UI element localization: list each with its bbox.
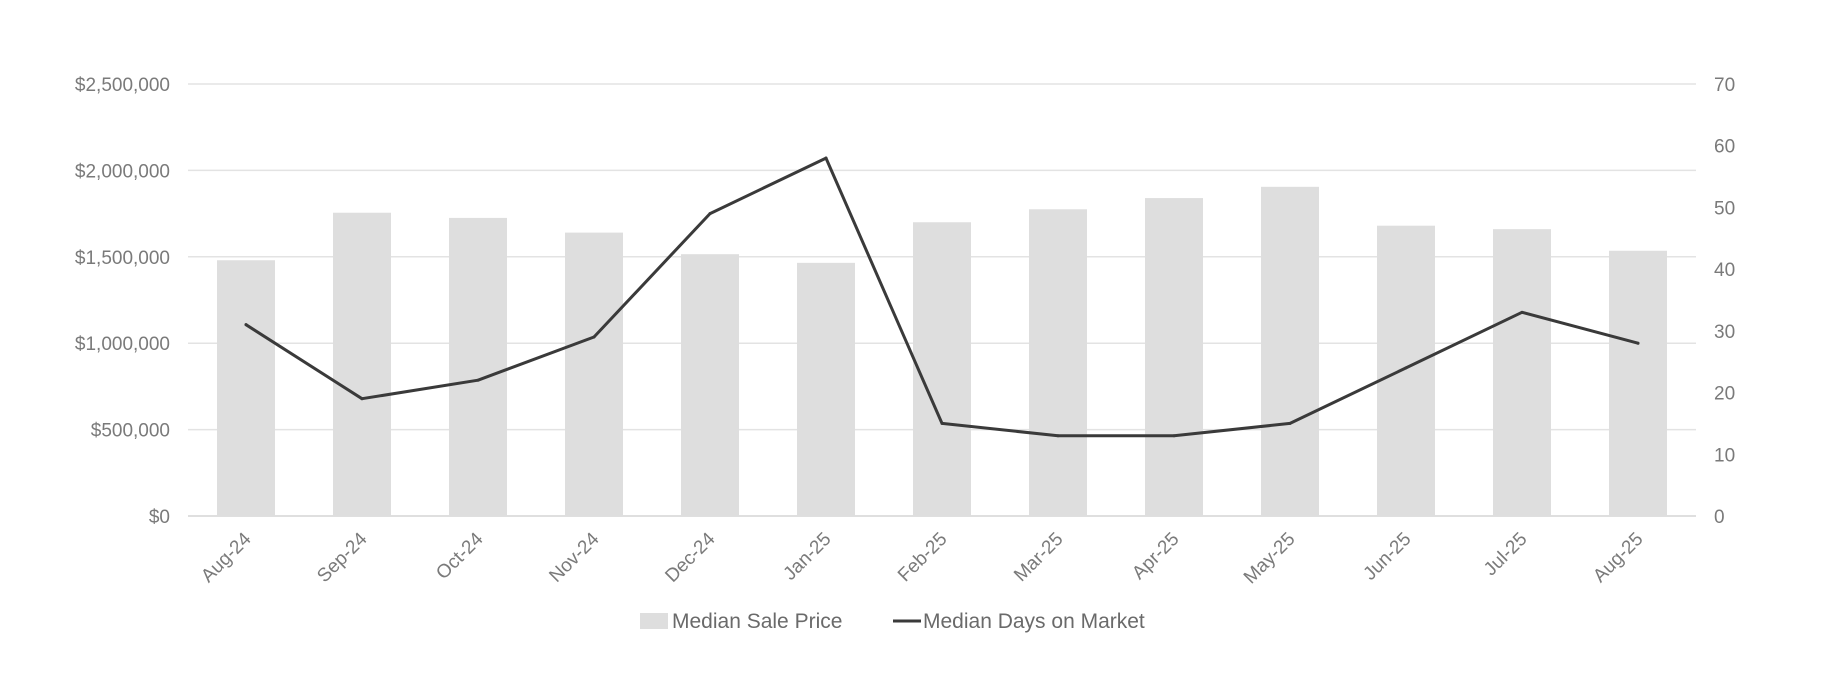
left-tick-label: $1,500,000 — [75, 248, 170, 269]
x-tick-label: Jun-25 — [1360, 529, 1416, 585]
point-median-days-on-market — [1172, 434, 1176, 438]
bar-median-sale-price — [681, 254, 739, 516]
legend-swatch-sale-price — [640, 613, 668, 629]
bar-median-sale-price — [1493, 229, 1551, 517]
right-tick-label: 50 — [1714, 198, 1735, 219]
point-median-days-on-market — [1288, 421, 1292, 425]
point-median-days-on-market — [592, 335, 596, 339]
point-median-days-on-market — [1056, 434, 1060, 438]
point-median-days-on-market — [244, 323, 248, 327]
x-tick-label: Jan-25 — [780, 529, 836, 585]
point-median-days-on-market — [360, 397, 364, 401]
bar-median-sale-price — [797, 262, 855, 516]
point-median-days-on-market — [824, 156, 828, 160]
right-y-axis: 0 10 20 30 40 50 60 70 — [1714, 75, 1735, 528]
x-tick-label: Sep-24 — [313, 528, 371, 586]
left-tick-label: $2,500,000 — [75, 75, 170, 96]
legend: Median Sale Price Median Days on Market — [640, 610, 1145, 633]
x-tick-label: Oct-24 — [432, 528, 487, 583]
point-median-days-on-market — [1520, 310, 1524, 314]
point-median-days-on-market — [708, 212, 712, 216]
right-tick-label: 10 — [1714, 445, 1735, 466]
x-tick-label: Dec-24 — [661, 528, 719, 586]
bar-median-sale-price — [913, 222, 971, 517]
point-median-days-on-market — [1404, 366, 1408, 370]
point-median-days-on-market — [1636, 341, 1640, 345]
left-tick-label: $0 — [149, 507, 170, 528]
left-tick-label: $2,000,000 — [75, 161, 170, 182]
left-tick-label: $1,000,000 — [75, 334, 170, 355]
bar-median-sale-price — [1261, 186, 1319, 517]
bar-median-sale-price — [1377, 225, 1435, 517]
x-tick-label: May-25 — [1240, 529, 1300, 589]
x-tick-label: Feb-25 — [894, 529, 951, 586]
point-median-days-on-market — [940, 421, 944, 425]
x-tick-label: Apr-25 — [1128, 529, 1183, 584]
right-tick-label: 60 — [1714, 137, 1735, 158]
x-axis: Aug-24 Sep-24 Oct-24 Nov-24 Dec-24 Jan-25 Feb-… — [197, 528, 1647, 588]
bar-median-sale-price — [217, 260, 275, 516]
legend-label-sale-price: Median Sale Price — [672, 610, 842, 633]
x-tick-label: Jul-25 — [1480, 529, 1531, 580]
left-tick-label: $500,000 — [91, 421, 170, 442]
right-tick-label: 40 — [1714, 260, 1735, 281]
x-tick-label: Aug-24 — [197, 528, 255, 586]
bar-median-sale-price — [1609, 250, 1667, 516]
median-days-line-layer — [244, 156, 1640, 438]
right-tick-label: 0 — [1714, 507, 1725, 528]
x-tick-label: Nov-24 — [545, 528, 603, 586]
bar-median-sale-price — [1029, 209, 1087, 516]
bar-median-sale-price — [449, 217, 507, 517]
bar-median-sale-price — [1145, 198, 1203, 516]
bar-median-sale-price — [565, 232, 623, 516]
bar-median-sale-price — [333, 212, 391, 516]
right-tick-label: 20 — [1714, 384, 1735, 405]
x-tick-label: Mar-25 — [1010, 529, 1067, 586]
right-tick-label: 70 — [1714, 75, 1735, 96]
x-tick-label: Aug-25 — [1589, 529, 1647, 587]
legend-label-days-on-market: Median Days on Market — [923, 610, 1145, 633]
median-sale-price-bars — [217, 186, 1667, 517]
right-tick-label: 30 — [1714, 322, 1735, 343]
left-y-axis: $0 $500,000 $1,000,000 $1,500,000 $2,000,000… — [75, 75, 170, 528]
point-median-days-on-market — [476, 378, 480, 382]
